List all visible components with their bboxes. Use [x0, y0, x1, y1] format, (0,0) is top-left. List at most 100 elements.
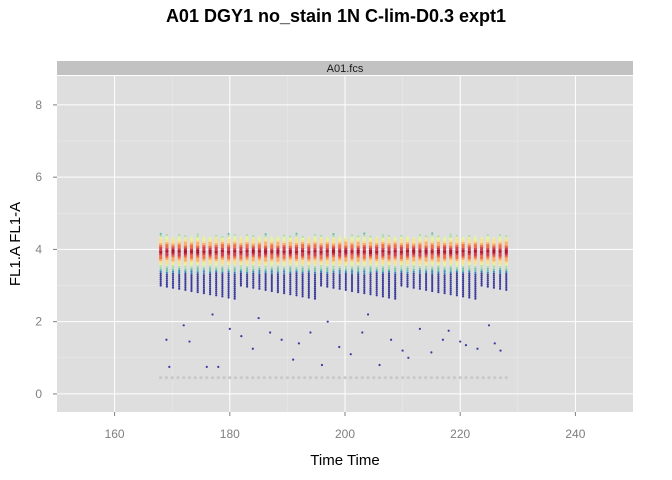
data-point: [443, 286, 446, 289]
data-point: [332, 280, 335, 283]
data-point: [375, 278, 378, 281]
data-point: [239, 236, 242, 239]
data-point: [326, 283, 329, 286]
data-point: [221, 275, 224, 278]
data-point: [289, 271, 292, 274]
data-point: [381, 233, 384, 236]
data-point: [196, 275, 199, 278]
chart-title: A01 DGY1 no_stain 1N C-lim-D0.3 expt1: [166, 6, 506, 26]
data-point: [307, 274, 310, 277]
data-point: [289, 267, 292, 270]
outlier-point: [217, 365, 220, 368]
data-point: [246, 275, 249, 278]
data-point: [363, 278, 366, 281]
data-point: [276, 279, 279, 282]
data-point: [338, 271, 341, 274]
data-point: [264, 274, 267, 278]
data-point: [375, 266, 378, 269]
data-point: [486, 269, 489, 272]
data-point: [338, 236, 341, 239]
data-point: [387, 236, 391, 239]
data-point: [357, 289, 360, 292]
data-point: [214, 238, 218, 242]
data-point: [431, 281, 434, 285]
data-point: [209, 283, 212, 286]
data-point: [283, 288, 286, 291]
data-point: [338, 279, 341, 282]
data-point: [171, 280, 175, 283]
data-point: [350, 272, 354, 275]
data-column: [214, 234, 218, 297]
baseline-point: [216, 376, 220, 380]
data-point: [332, 278, 335, 281]
data-point: [196, 236, 200, 240]
data-point: [443, 290, 446, 293]
data-point: [350, 268, 354, 271]
data-point: [227, 288, 230, 291]
data-point: [202, 266, 205, 269]
data-point: [350, 283, 354, 287]
data-point: [215, 276, 218, 279]
data-point: [468, 288, 471, 291]
data-point: [381, 289, 384, 292]
data-point: [357, 271, 360, 274]
data-point: [437, 269, 440, 272]
data-point: [505, 278, 508, 281]
data-point: [233, 285, 236, 288]
data-point: [233, 289, 236, 292]
outlier-point: [441, 338, 445, 341]
baseline-point: [383, 376, 387, 380]
data-point: [320, 272, 323, 275]
data-point: [344, 278, 347, 281]
outlier-point: [165, 338, 168, 341]
data-point: [295, 266, 298, 269]
data-point: [202, 237, 206, 242]
data-point: [307, 266, 310, 269]
data-point: [307, 286, 310, 289]
data-point: [492, 266, 495, 269]
data-point: [492, 236, 495, 240]
data-point: [295, 278, 298, 281]
data-point: [400, 282, 403, 285]
baseline-point: [257, 376, 261, 380]
data-point: [221, 279, 224, 282]
data-point: [468, 270, 471, 273]
data-point: [270, 281, 273, 285]
data-point: [486, 267, 489, 270]
data-point: [387, 294, 391, 297]
data-point: [344, 238, 348, 242]
data-point: [209, 265, 212, 268]
data-point: [171, 270, 175, 273]
data-point: [252, 235, 255, 238]
data-point: [165, 265, 168, 268]
data-point: [449, 289, 452, 292]
data-point: [178, 287, 181, 290]
data-point: [400, 268, 403, 271]
data-point: [320, 236, 323, 239]
data-point: [159, 270, 162, 273]
data-point: [202, 276, 205, 279]
data-point: [369, 293, 372, 296]
data-point: [474, 295, 477, 298]
data-point: [381, 295, 384, 298]
data-point: [431, 270, 434, 273]
data-point: [190, 281, 193, 285]
data-point: [307, 280, 310, 283]
data-point: [252, 274, 255, 277]
baseline-point: [228, 376, 232, 380]
data-point: [338, 285, 341, 288]
data-column: [350, 234, 354, 293]
data-column: [467, 234, 471, 299]
data-point: [276, 287, 279, 290]
data-point: [344, 280, 347, 283]
data-point: [468, 292, 471, 295]
data-point: [264, 233, 267, 236]
data-point: [270, 289, 273, 293]
data-column: [424, 235, 428, 291]
x-tick-label: 220: [450, 427, 470, 441]
data-point: [412, 276, 415, 279]
data-point: [425, 284, 428, 287]
baseline-point: [285, 376, 289, 380]
data-point: [492, 280, 495, 283]
data-point: [165, 267, 168, 270]
